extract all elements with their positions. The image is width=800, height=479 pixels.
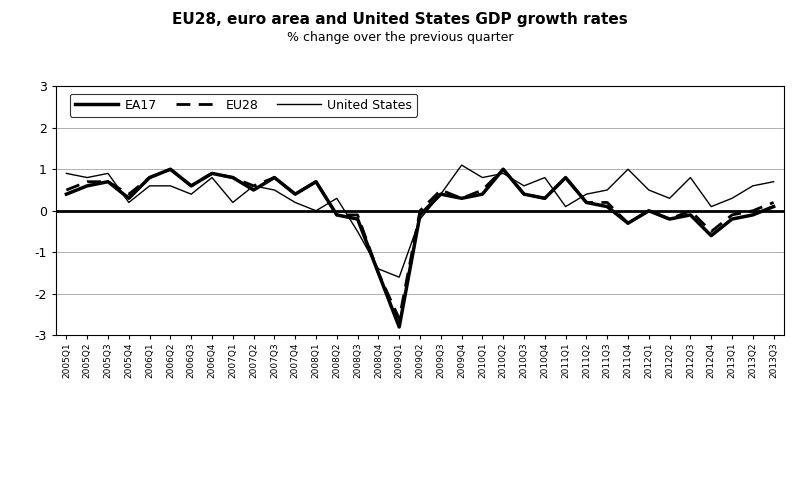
Title: EU28, euro area and United States GDP growth rates
% change over the previous qu: EU28, euro area and United States GDP gr…	[0, 478, 1, 479]
Text: EU28, euro area and United States GDP growth rates: EU28, euro area and United States GDP gr…	[172, 12, 628, 27]
Legend: EA17, EU28, United States: EA17, EU28, United States	[70, 94, 417, 117]
Text: % change over the previous quarter: % change over the previous quarter	[286, 31, 514, 44]
